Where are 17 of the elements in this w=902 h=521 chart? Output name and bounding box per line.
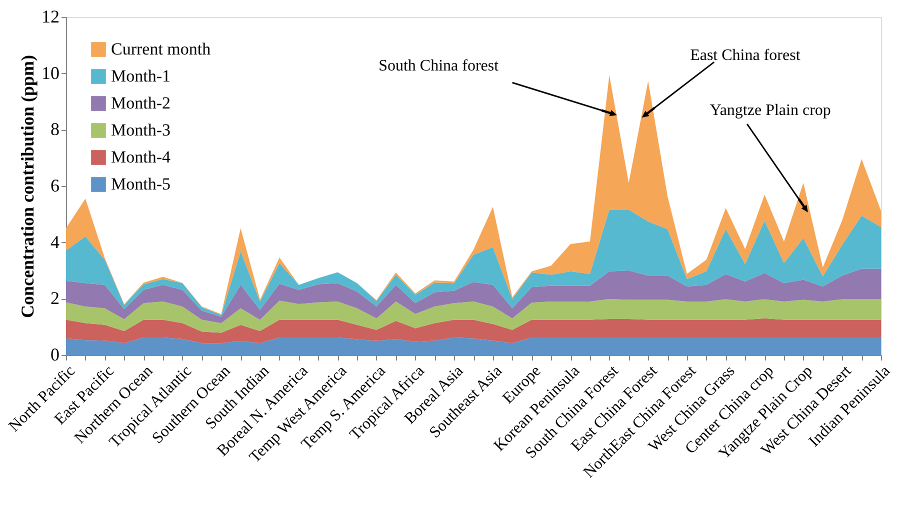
y-tick-label: 2 xyxy=(50,288,60,308)
legend-label: Month-2 xyxy=(111,94,170,112)
annotation: Yangtze Plain crop xyxy=(710,102,831,119)
legend-label: Month-1 xyxy=(111,66,170,86)
legend-label: Month-5 xyxy=(111,174,170,194)
y-tick-label: 10 xyxy=(42,62,60,83)
y-tick-label: 12 xyxy=(42,6,60,26)
y-tick-label: 8 xyxy=(50,119,60,140)
annotation: East China forest xyxy=(690,47,801,64)
y-tick-label: 6 xyxy=(50,176,60,196)
legend-label: Current month xyxy=(111,40,212,58)
y-tick-label: 4 xyxy=(50,232,60,252)
legend-label: Month-3 xyxy=(111,120,170,140)
legend-label: Month-4 xyxy=(111,148,171,166)
y-axis-title: Concentration contribution (ppm) xyxy=(18,54,38,318)
y-tick-label: 0 xyxy=(50,344,60,364)
annotation: South China forest xyxy=(378,58,500,75)
